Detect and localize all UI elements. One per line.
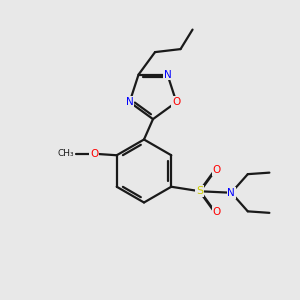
Text: S: S xyxy=(196,186,203,196)
Text: CH₃: CH₃ xyxy=(58,149,74,158)
Text: O: O xyxy=(213,165,221,175)
Text: N: N xyxy=(227,188,235,198)
Text: O: O xyxy=(90,149,98,159)
Text: O: O xyxy=(213,207,221,217)
Text: O: O xyxy=(172,97,181,107)
Text: N: N xyxy=(164,70,171,80)
Text: N: N xyxy=(126,97,134,107)
